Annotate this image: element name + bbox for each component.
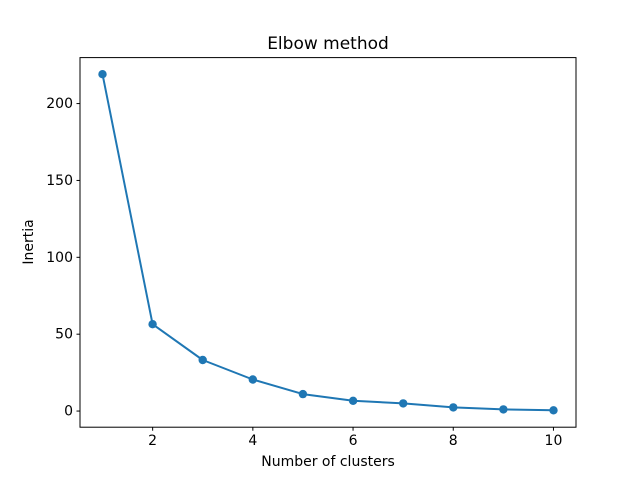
data-point-marker [499, 405, 508, 414]
x-tick-label: 2 [148, 433, 157, 449]
data-point-marker [248, 375, 257, 384]
data-point-marker [449, 403, 458, 412]
data-point-marker [549, 406, 558, 415]
data-point-marker [148, 320, 157, 329]
data-series [98, 70, 558, 415]
y-tick-label: 200 [46, 96, 73, 112]
data-point-marker [98, 70, 107, 79]
data-point-marker [298, 389, 308, 399]
y-axis-label: Inertia [21, 219, 37, 264]
plot-frame [79, 57, 577, 428]
data-point-marker [348, 396, 358, 405]
data-point-marker [198, 355, 207, 365]
data-line [101, 73, 555, 412]
x-tick-label: 10 [545, 433, 563, 449]
x-tick-label: 4 [248, 433, 257, 449]
y-tick-label: 0 [64, 404, 73, 420]
x-tick-label: 6 [349, 433, 358, 449]
x-axis-label: Number of clusters [261, 454, 395, 470]
y-tick-label: 150 [46, 173, 73, 189]
x-tick-label: 8 [449, 433, 458, 449]
y-tick-label: 100 [46, 250, 73, 266]
data-point-marker [399, 399, 408, 408]
chart-title: Elbow method [267, 34, 389, 54]
y-tick-label: 50 [55, 327, 73, 343]
